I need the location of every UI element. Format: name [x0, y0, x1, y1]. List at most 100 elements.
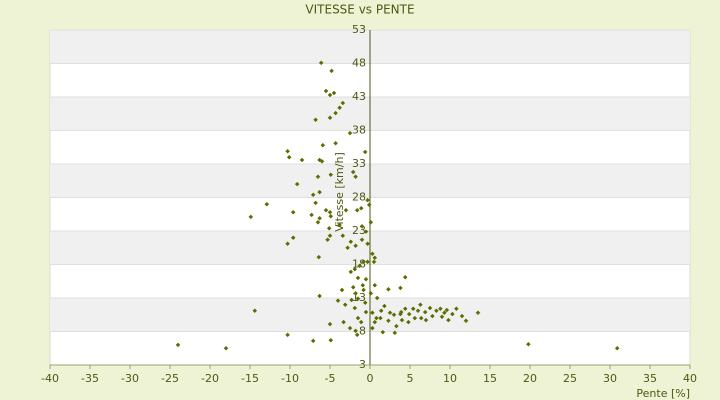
x-tick-label: 15	[483, 372, 497, 385]
point	[333, 110, 338, 116]
point	[398, 311, 403, 317]
point	[327, 233, 333, 239]
point	[285, 332, 290, 338]
point	[349, 297, 354, 303]
point	[402, 306, 408, 312]
point	[363, 276, 369, 282]
point	[317, 215, 322, 221]
point	[313, 200, 318, 206]
point	[317, 293, 322, 299]
point	[319, 158, 325, 164]
point	[335, 298, 341, 304]
point	[362, 300, 368, 306]
point	[406, 319, 411, 325]
point	[352, 266, 358, 272]
point	[327, 115, 333, 121]
point	[353, 174, 358, 180]
point	[327, 92, 333, 98]
y-tick-label: 33	[352, 157, 366, 170]
point	[361, 287, 366, 293]
point	[326, 225, 332, 231]
x-tick-label: 10	[443, 372, 457, 385]
point	[315, 174, 321, 180]
x-tick-label: -35	[81, 372, 99, 385]
point	[327, 209, 333, 215]
point	[398, 285, 403, 291]
point	[454, 306, 459, 312]
y-tick-label: 38	[352, 124, 366, 137]
x-tick-label: 35	[643, 372, 657, 385]
x-tick-label: -40	[41, 372, 59, 385]
point	[175, 342, 181, 348]
x-tick-label: 30	[603, 372, 617, 385]
point	[350, 169, 356, 175]
point	[323, 207, 329, 213]
point	[348, 239, 354, 245]
point	[331, 90, 337, 96]
point	[320, 142, 326, 148]
point	[323, 88, 329, 94]
point	[366, 202, 372, 208]
y-tick-label: 28	[352, 191, 366, 204]
point	[434, 308, 439, 314]
point	[310, 338, 316, 344]
point	[340, 100, 346, 106]
point	[290, 235, 296, 241]
point	[223, 345, 229, 351]
point	[317, 189, 322, 195]
point	[370, 325, 375, 331]
point	[359, 237, 365, 243]
point	[439, 314, 445, 320]
point	[415, 308, 421, 314]
point	[286, 154, 292, 160]
point	[371, 259, 377, 265]
point	[418, 315, 424, 321]
point	[353, 243, 358, 249]
point	[614, 345, 620, 351]
point	[248, 214, 254, 220]
point	[380, 329, 386, 335]
point	[386, 318, 391, 324]
point	[368, 219, 374, 225]
point	[392, 330, 398, 336]
point	[352, 305, 358, 311]
y-tick-label: 48	[352, 57, 366, 70]
point	[406, 311, 412, 317]
point	[347, 325, 353, 331]
x-tick-label: -30	[121, 372, 139, 385]
x-tick-label: 40	[683, 372, 697, 385]
x-tick-label: -10	[281, 372, 299, 385]
point	[378, 308, 384, 314]
point	[299, 157, 305, 163]
point	[430, 313, 435, 319]
point	[427, 305, 433, 311]
point	[341, 319, 346, 325]
point	[463, 318, 469, 324]
point	[355, 296, 361, 302]
point	[354, 332, 360, 338]
point	[327, 321, 333, 327]
point	[354, 207, 360, 213]
point	[358, 319, 364, 325]
point	[363, 309, 369, 315]
point	[353, 328, 358, 334]
point	[328, 213, 334, 219]
point	[365, 241, 370, 247]
point	[386, 286, 391, 292]
point	[333, 140, 338, 146]
point	[328, 337, 334, 343]
point	[394, 323, 399, 329]
point	[347, 130, 353, 136]
point	[378, 315, 383, 321]
point	[318, 60, 324, 66]
point	[423, 317, 429, 323]
point	[372, 282, 378, 288]
point	[438, 306, 443, 312]
point	[422, 309, 428, 315]
point	[343, 207, 349, 213]
point	[365, 197, 370, 203]
point	[285, 241, 290, 247]
point	[362, 149, 368, 155]
x-tick-label: 0	[367, 372, 374, 385]
